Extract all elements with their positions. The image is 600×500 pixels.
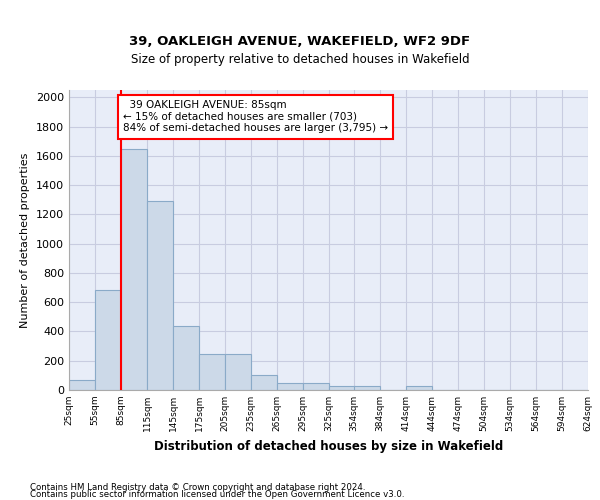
Bar bbox=[303, 384, 329, 390]
Bar bbox=[173, 326, 199, 390]
Bar bbox=[121, 148, 147, 390]
Bar bbox=[329, 386, 355, 390]
Text: Contains HM Land Registry data © Crown copyright and database right 2024.: Contains HM Land Registry data © Crown c… bbox=[30, 484, 365, 492]
Bar bbox=[199, 354, 225, 390]
Text: Contains public sector information licensed under the Open Government Licence v3: Contains public sector information licen… bbox=[30, 490, 404, 499]
Text: 39 OAKLEIGH AVENUE: 85sqm
← 15% of detached houses are smaller (703)
84% of semi: 39 OAKLEIGH AVENUE: 85sqm ← 15% of detac… bbox=[123, 100, 388, 134]
Bar bbox=[277, 382, 303, 390]
Bar bbox=[251, 376, 277, 390]
Bar bbox=[406, 386, 432, 390]
Text: 39, OAKLEIGH AVENUE, WAKEFIELD, WF2 9DF: 39, OAKLEIGH AVENUE, WAKEFIELD, WF2 9DF bbox=[130, 34, 470, 48]
Bar bbox=[147, 201, 173, 390]
Bar bbox=[354, 386, 380, 390]
Bar bbox=[225, 354, 251, 390]
X-axis label: Distribution of detached houses by size in Wakefield: Distribution of detached houses by size … bbox=[154, 440, 503, 452]
Bar bbox=[69, 380, 95, 390]
Y-axis label: Number of detached properties: Number of detached properties bbox=[20, 152, 31, 328]
Bar bbox=[95, 290, 121, 390]
Text: Size of property relative to detached houses in Wakefield: Size of property relative to detached ho… bbox=[131, 53, 469, 66]
